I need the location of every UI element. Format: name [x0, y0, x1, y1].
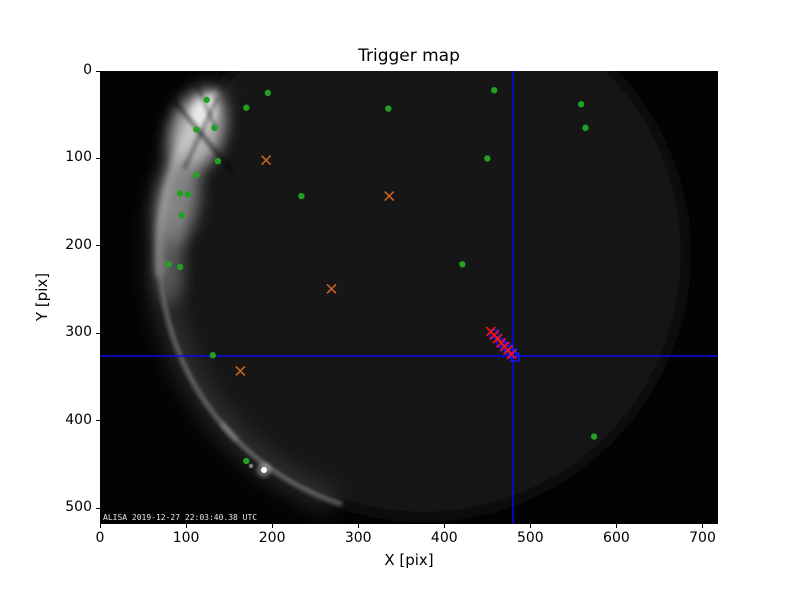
detected-stars-marker [577, 101, 585, 108]
detected-stars-marker [459, 261, 466, 268]
x-tick-mark [529, 524, 531, 528]
x-tick-mark [99, 524, 101, 528]
x-tick-label: 400 [430, 530, 458, 546]
detected-stars-marker [243, 104, 250, 111]
plot-area: ALISA 2019-12-27 22:03:40.38 UTC [100, 71, 718, 524]
x-axis-label: X [pix] [384, 551, 434, 569]
x-tick-label: 200 [258, 530, 286, 546]
y-axis-label: Y [pix] [33, 272, 51, 322]
y-tick-mark [96, 70, 100, 72]
detected-stars-marker [491, 87, 498, 94]
trigger-pixels-marker [489, 329, 499, 339]
y-tick-mark [96, 332, 100, 334]
x-tick-mark [357, 524, 359, 528]
detected-stars-marker [298, 192, 305, 200]
plot-title: Trigger map [358, 46, 460, 66]
x-tick-label: 300 [344, 530, 372, 546]
detected-stars-marker [582, 124, 589, 132]
catalog-matches-marker [384, 190, 395, 202]
y-tick-mark [96, 507, 100, 509]
detected-stars-marker [214, 157, 222, 165]
bright-spot-companion [248, 463, 254, 469]
y-tick-label: 400 [65, 411, 92, 428]
marker-layer [100, 71, 718, 524]
fisheye-rim-lower [220, 422, 343, 506]
detected-stars-marker [385, 105, 392, 112]
sky-image [100, 71, 718, 524]
detected-stars-marker [211, 124, 218, 132]
detected-stars-marker [176, 263, 184, 271]
y-tick-mark [96, 157, 100, 159]
bright-spot [261, 467, 267, 473]
detected-stars-marker [176, 190, 184, 197]
detected-stars-marker [243, 457, 250, 465]
y-tick-mark [96, 245, 100, 247]
dark-streak-3 [194, 82, 218, 130]
detected-stars-marker [484, 155, 491, 162]
trigger-pixels-marker [510, 352, 520, 362]
x-tick-mark [615, 524, 617, 528]
x-tick-label: 100 [172, 530, 200, 546]
cloud-glow-middle [156, 153, 200, 249]
detected-stars-marker [203, 96, 210, 104]
y-tick-label: 500 [65, 499, 92, 516]
detected-stars-marker [264, 89, 272, 97]
x-tick-label: 600 [603, 530, 630, 546]
x-tick-label: 500 [516, 530, 544, 546]
y-tick-label: 100 [65, 149, 92, 166]
x-tick-mark [702, 524, 703, 528]
catalog-matches-marker [261, 155, 272, 166]
cloud-glow-core [189, 95, 217, 131]
detected-stars-marker [184, 191, 191, 198]
detected-stars-marker [209, 352, 216, 359]
detected-stars-marker [178, 212, 185, 219]
x-tick-mark [443, 524, 445, 528]
y-tick-label: 300 [65, 324, 92, 341]
detected-stars-marker [590, 433, 598, 440]
dark-streak-2 [182, 96, 220, 170]
fisheye-field [160, 71, 686, 517]
detected-stars-marker [165, 261, 173, 268]
catalog-matches-marker [326, 283, 337, 294]
x-tick-label: 700 [689, 530, 716, 546]
trigger-hits-marker [506, 349, 517, 360]
x-tick-mark [185, 524, 187, 528]
x-tick-mark [271, 524, 273, 528]
y-tick-mark [96, 420, 100, 422]
detected-stars-marker [193, 126, 200, 133]
timestamp-label: ALISA 2019-12-27 22:03:40.38 UTC [103, 513, 258, 522]
x-tick-label: 0 [95, 530, 105, 546]
y-tick-label: 0 [83, 62, 92, 78]
catalog-matches-marker [235, 365, 246, 377]
y-tick-label: 200 [65, 236, 92, 253]
dark-streak-1 [172, 99, 234, 173]
detected-stars-marker [193, 171, 200, 179]
